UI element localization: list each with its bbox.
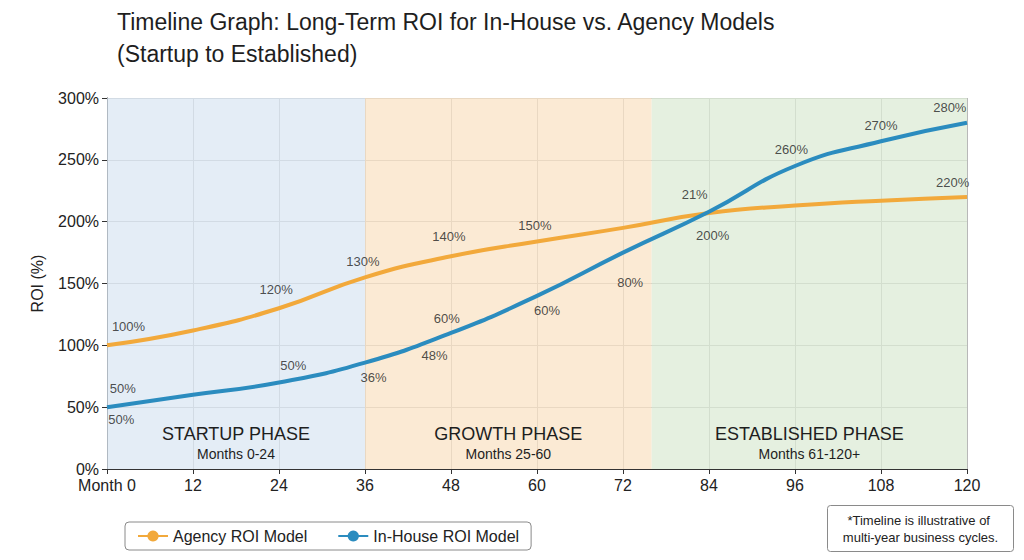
svg-text:84: 84 <box>700 477 718 494</box>
svg-text:80%: 80% <box>617 275 643 290</box>
svg-text:Agency ROI Model: Agency ROI Model <box>173 528 307 545</box>
svg-text:Month 0: Month 0 <box>78 477 136 494</box>
svg-text:270%: 270% <box>864 118 898 133</box>
svg-text:48%: 48% <box>422 348 448 363</box>
svg-text:GROWTH PHASE: GROWTH PHASE <box>434 424 582 444</box>
svg-text:Months 61-120+: Months 61-120+ <box>759 446 861 462</box>
svg-text:36%: 36% <box>361 370 387 385</box>
svg-text:60%: 60% <box>534 303 560 318</box>
svg-text:In-House ROI Model: In-House ROI Model <box>373 528 519 545</box>
svg-text:12: 12 <box>184 477 202 494</box>
svg-text:50%: 50% <box>108 412 134 427</box>
svg-text:36: 36 <box>356 477 374 494</box>
svg-text:(Startup to Established): (Startup to Established) <box>117 41 357 67</box>
svg-text:220%: 220% <box>936 175 970 190</box>
svg-text:50%: 50% <box>110 381 136 396</box>
svg-text:STARTUP PHASE: STARTUP PHASE <box>162 424 310 444</box>
svg-text:100%: 100% <box>58 337 99 354</box>
svg-text:120%: 120% <box>260 282 294 297</box>
svg-text:280%: 280% <box>933 100 967 115</box>
svg-text:260%: 260% <box>775 142 809 157</box>
svg-text:Timeline Graph: Long-Term ROI: Timeline Graph: Long-Term ROI for In-Hou… <box>117 9 781 35</box>
svg-text:130%: 130% <box>346 254 380 269</box>
svg-text:24: 24 <box>270 477 288 494</box>
svg-text:21%: 21% <box>682 187 708 202</box>
svg-text:Months 0-24: Months 0-24 <box>197 446 275 462</box>
svg-text:ROI (%): ROI (%) <box>29 255 46 313</box>
svg-text:150%: 150% <box>518 218 552 233</box>
svg-text:100%: 100% <box>112 319 146 334</box>
svg-text:250%: 250% <box>58 151 99 168</box>
svg-text:50%: 50% <box>67 399 99 416</box>
svg-text:0%: 0% <box>76 461 99 478</box>
svg-text:96: 96 <box>786 477 804 494</box>
svg-text:*Timeline is illustrative of: *Timeline is illustrative of <box>847 513 993 528</box>
svg-text:Months 25-60: Months 25-60 <box>466 446 552 462</box>
svg-text:200%: 200% <box>696 228 730 243</box>
svg-text:300%: 300% <box>58 90 99 107</box>
svg-text:120: 120 <box>954 477 981 494</box>
svg-text:150%: 150% <box>58 275 99 292</box>
svg-text:140%: 140% <box>432 229 466 244</box>
svg-text:48: 48 <box>442 477 460 494</box>
svg-text:ESTABLISHED PHASE: ESTABLISHED PHASE <box>715 424 904 444</box>
svg-text:200%: 200% <box>58 213 99 230</box>
svg-text:50%: 50% <box>280 358 306 373</box>
svg-text:multi-year business cycles.: multi-year business cycles. <box>843 530 998 545</box>
svg-text:108: 108 <box>868 477 895 494</box>
svg-text:60%: 60% <box>434 311 460 326</box>
svg-text:72: 72 <box>614 477 632 494</box>
svg-text:60: 60 <box>528 477 546 494</box>
